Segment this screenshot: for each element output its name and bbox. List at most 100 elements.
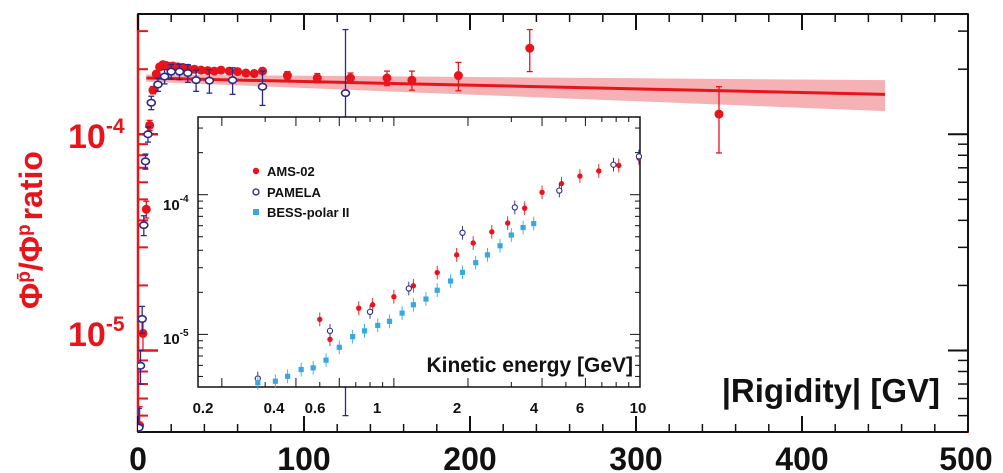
inset-bess-point — [459, 269, 466, 275]
legend-label-ams02: AMS-02 — [267, 164, 315, 179]
inset-bess-point — [531, 221, 537, 227]
inset-ams02-point — [521, 205, 528, 211]
pamela-point — [140, 157, 151, 166]
y-tick-label-1e-4: 10-4 — [68, 115, 125, 156]
ams02-point — [382, 73, 392, 83]
ams02-point — [453, 71, 463, 81]
legend-label-pamela: PAMELA — [267, 185, 322, 200]
ams02-point — [249, 69, 259, 79]
ams02-point — [145, 120, 155, 130]
inset-bess-point — [520, 224, 526, 231]
inset-pamela-point — [326, 327, 334, 334]
x-tick-label: 200 — [443, 441, 496, 473]
inset-ams02-point — [616, 162, 622, 169]
pamela-point — [227, 76, 238, 85]
pamela-point — [340, 89, 351, 98]
ams02-point — [241, 68, 251, 78]
inset-x-tick-label: 1 — [373, 400, 381, 417]
pamela-point — [138, 314, 147, 323]
x-tick-label: 400 — [775, 441, 828, 473]
inset-ams02-point — [410, 283, 417, 289]
inset-bess-point — [310, 365, 316, 371]
legend-label-bess: BESS-polar II — [267, 205, 349, 220]
pamela-point — [183, 69, 193, 78]
inset-bess-point — [447, 278, 454, 284]
inset-y-tick-label-1e-4: 10-4 — [163, 194, 189, 214]
inset-bess-point — [434, 287, 440, 293]
pamela-point — [166, 67, 176, 76]
fit-line-segment — [146, 76, 886, 96]
inset-bess-point — [386, 318, 393, 324]
inset-pamela-point — [459, 229, 466, 236]
inset-ams02-point — [327, 336, 333, 343]
pamela-point — [191, 76, 201, 85]
main-chart: 0 100 200 300 400 500 10-4 10-5 Φp̄/Φpra… — [13, 13, 993, 473]
ams02-point — [141, 204, 151, 214]
ams02-point — [151, 69, 161, 79]
pamela-point — [138, 361, 146, 370]
ams02-point — [196, 65, 206, 75]
x-tick-labels: 0 100 200 300 400 500 — [129, 441, 993, 473]
x-tick-label: 100 — [277, 441, 330, 473]
x-tick-label: 0 — [129, 441, 147, 473]
inset-ams02-point — [539, 189, 545, 196]
fit-band-area — [146, 74, 886, 112]
pamela-point — [138, 423, 144, 432]
inset-x-tick-label: 0.6 — [305, 400, 326, 417]
inset-bess-point — [272, 378, 278, 384]
pamela-point — [139, 221, 149, 230]
inset-bess-point — [508, 232, 514, 238]
inset-bess-point — [399, 310, 405, 316]
inset-chart: 0.2 0.4 0.6 1 2 4 6 10 10-4 10-5 Kinetic… — [163, 116, 647, 417]
inset-ams02-point — [369, 302, 376, 308]
ams02-point — [312, 73, 322, 83]
inset-x-tick-label: 2 — [453, 400, 461, 417]
pamela-point — [153, 80, 163, 89]
ams02-point — [282, 71, 292, 81]
inset-bess-point — [361, 328, 368, 334]
inset-bess-point — [497, 243, 503, 249]
ams02-point — [714, 109, 724, 119]
ams02-point — [209, 66, 219, 76]
ams02-point — [407, 75, 417, 85]
x-tick-label: 300 — [609, 441, 662, 473]
inset-x-tick-label: 10 — [630, 400, 647, 417]
pamela-point — [257, 82, 268, 91]
inset-pamela-point — [405, 285, 412, 292]
inset-bess-point — [473, 260, 479, 266]
inset-pamela-point — [511, 204, 518, 211]
main-tick-marks — [137, 14, 969, 432]
fit-band — [146, 74, 886, 112]
pamela-point — [146, 98, 157, 107]
inset-bess-point — [423, 296, 429, 302]
inset-y-tick-labels: 10-4 10-5 — [163, 194, 189, 348]
inset-x-tick-label: 0.2 — [193, 400, 214, 417]
inset-bess-point — [336, 344, 342, 350]
inset-tick-marks — [198, 117, 641, 387]
inset-x-tick-label: 4 — [530, 400, 539, 417]
inset-ams02-point — [504, 220, 511, 226]
fit-line — [146, 76, 886, 96]
inset-x-tick-label: 6 — [576, 400, 584, 417]
legend-marker-pamela — [252, 188, 260, 196]
inset-y-tick-label-1e-5: 10-5 — [163, 328, 189, 348]
inset-frame — [197, 116, 641, 388]
inset-pamela-point — [556, 187, 563, 194]
ams02-point — [216, 65, 226, 75]
inset-ams02-point — [391, 294, 397, 300]
ams02-point — [345, 73, 355, 83]
inset-ams02-point — [356, 305, 362, 311]
inset-bess-point — [350, 334, 356, 340]
inset-bess-point — [323, 357, 329, 363]
inset-ams02-point — [470, 240, 476, 246]
inset-pamela-point — [610, 161, 617, 168]
inset-pamela-point — [366, 308, 374, 315]
inset-x-axis-label: Kinetic energy [GeV] — [426, 354, 633, 377]
inset-ams02-point — [596, 168, 602, 174]
inset-ams02-point — [577, 173, 583, 179]
y-axis-label: Φp̄/Φpratio — [13, 151, 49, 309]
x-tick-label: 500 — [939, 441, 992, 473]
inset-bess-point — [375, 322, 381, 328]
inset-ams02-point — [558, 180, 565, 187]
